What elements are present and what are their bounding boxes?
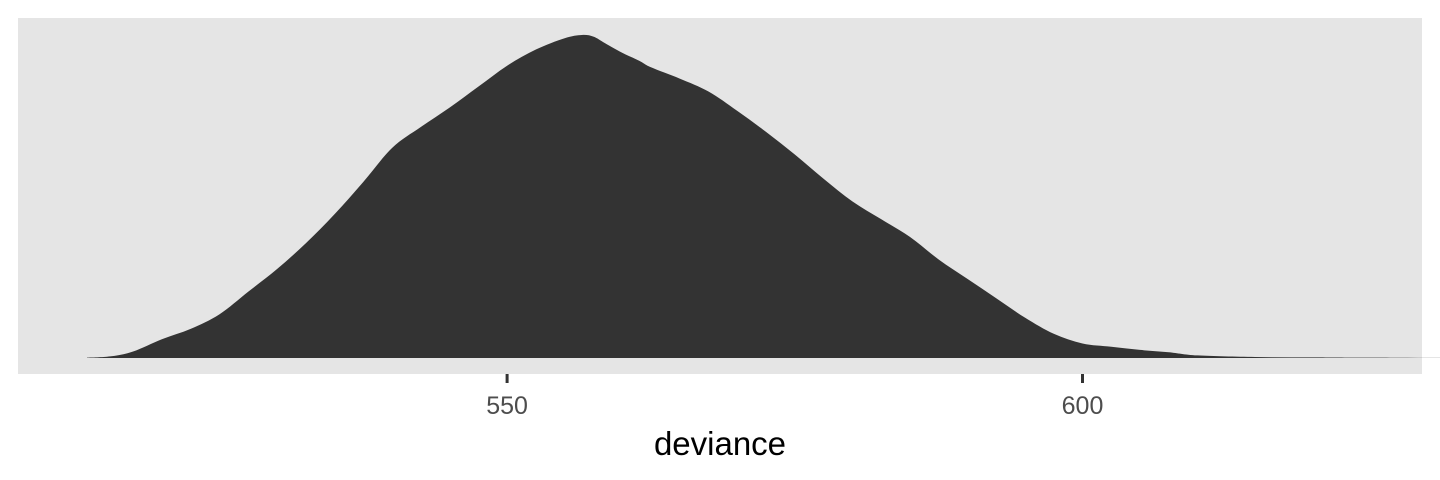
x-tick-label-600: 600 — [1062, 392, 1104, 420]
x-axis-title: deviance — [654, 425, 786, 462]
density-area — [87, 34, 1440, 358]
x-tick-label-550: 550 — [486, 392, 528, 420]
x-axis: 550 600 — [486, 374, 1103, 420]
